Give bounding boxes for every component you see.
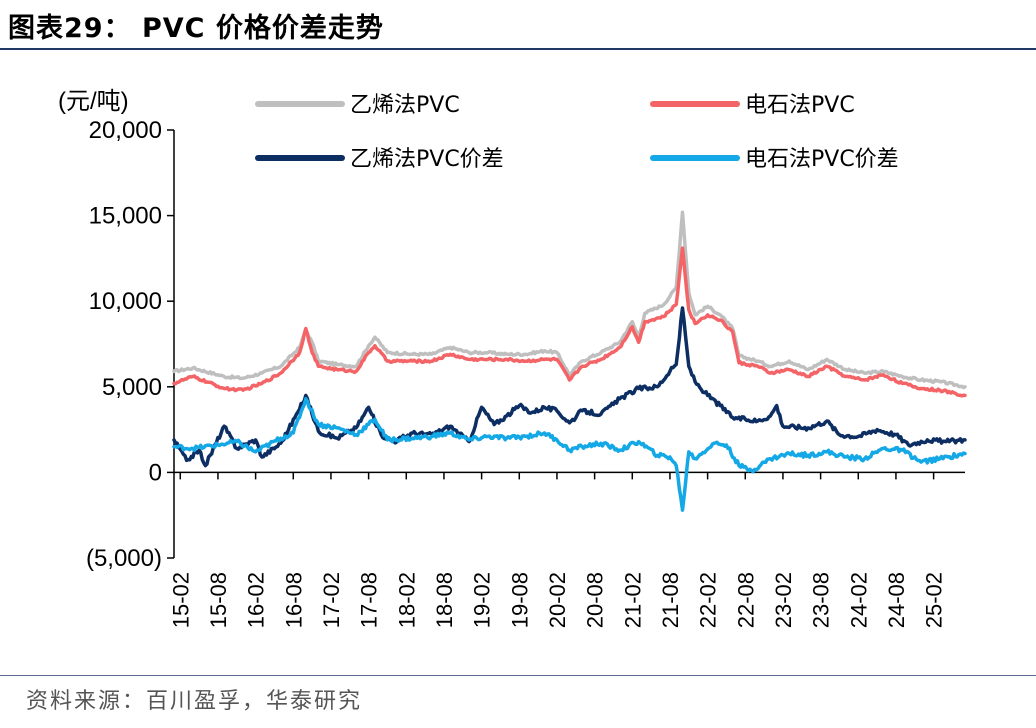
y-tick-label: 5,000 (102, 374, 162, 401)
x-tick-label: 23-02 (771, 572, 796, 628)
x-tick-label: 24-02 (846, 572, 871, 628)
x-tick-label: 19-02 (470, 572, 495, 628)
x-tick-label: 22-08 (733, 572, 758, 628)
x-tick-label: 16-02 (244, 572, 269, 628)
x-tick-label: 17-08 (357, 572, 382, 628)
legend-label: 乙烯法PVC (350, 93, 460, 118)
x-tick-label: 20-08 (583, 572, 608, 628)
y-tick-label: (5,000) (86, 545, 162, 572)
x-tick-label: 17-02 (319, 572, 344, 628)
footer-rule (0, 675, 1036, 676)
x-tick-label: 22-02 (696, 572, 721, 628)
chart-series (172, 210, 967, 512)
figure-title: 图表29： PVC 价格价差走势 (8, 13, 384, 44)
chart-legend: 乙烯法PVC 电石法PVC 乙烯法PVC价差 电石法PVC价差 (255, 93, 899, 172)
x-tick-label: 23-08 (809, 572, 834, 628)
legend-label: 电石法PVC (745, 93, 855, 118)
x-tick-label: 21-02 (620, 572, 645, 628)
y-axis-label: (元/吨) (58, 88, 129, 115)
chart-axes: (5,000) 0 5,000 10,000 15,000 20,000(元/吨) 15-0… (58, 88, 965, 628)
y-tick-label: 10,000 (89, 288, 162, 315)
series-line-3 (172, 306, 967, 468)
x-tick-label: 24-08 (884, 572, 909, 628)
x-tick-label: 20-02 (545, 572, 570, 628)
legend-label: 乙烯法PVC价差 (350, 147, 504, 172)
title-rule (0, 48, 1036, 50)
x-tick-label: 21-08 (658, 572, 683, 628)
x-tick-label: 15-08 (206, 572, 231, 628)
source-note: 资料来源：百川盈孚，华泰研究 (26, 689, 363, 714)
x-tick-label: 19-08 (507, 572, 532, 628)
y-tick-label: 15,000 (89, 203, 162, 230)
x-tick-label: 25-02 (922, 572, 947, 628)
y-tick-label: 0 (149, 459, 162, 486)
x-tick-label: 15-02 (168, 572, 193, 628)
x-tick-label: 18-02 (394, 572, 419, 628)
series-line-2 (172, 246, 967, 398)
pvc-price-spread-chart: (5,000) 0 5,000 10,000 15,000 20,000(元/吨) 15-0… (58, 88, 967, 628)
legend-label: 电石法PVC价差 (745, 147, 899, 172)
series-line-4 (172, 397, 967, 512)
x-tick-label: 18-08 (432, 572, 457, 628)
x-tick-label: 16-08 (281, 572, 306, 628)
y-tick-label: 20,000 (89, 117, 162, 144)
